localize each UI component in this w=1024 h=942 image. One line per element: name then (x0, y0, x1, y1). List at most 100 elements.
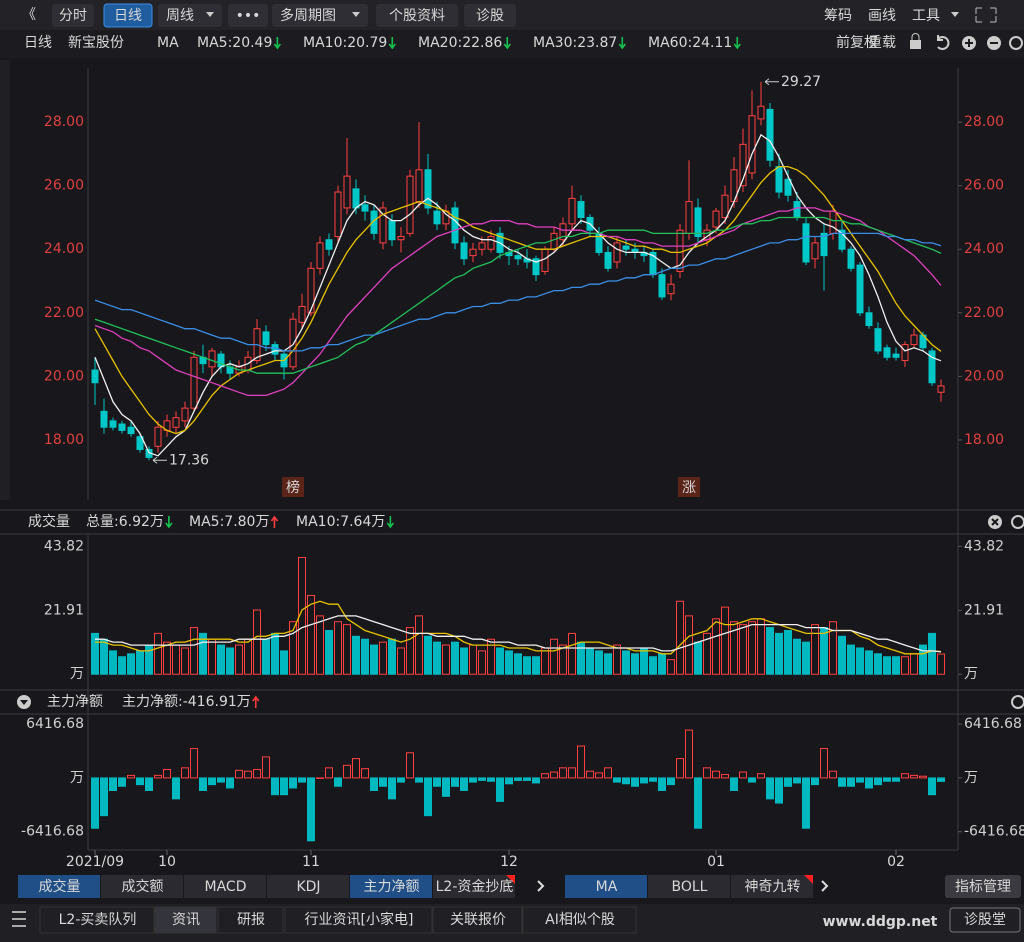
back-button[interactable]: 《 (22, 7, 36, 23)
bar (649, 777, 657, 782)
legend-entry: MA5:7.80万 (189, 514, 269, 530)
indicator-line (95, 615, 942, 653)
bar (163, 641, 171, 675)
diagnose-button[interactable]: 诊股堂 (964, 912, 1006, 928)
bar (415, 777, 423, 783)
menu-icon[interactable] (12, 911, 26, 927)
manage-button[interactable]: 指标管理 (955, 879, 1011, 895)
info-tab[interactable]: 关联报价 (450, 912, 506, 928)
bar (577, 641, 585, 675)
indicator-tab-bg (101, 875, 183, 898)
bar (433, 641, 441, 675)
close-icon[interactable] (1011, 695, 1024, 709)
settings-icon[interactable] (1011, 515, 1024, 529)
legend-entry: 总量:6.92万 (86, 514, 164, 530)
indicator-tab-bg (648, 875, 730, 898)
toolbar-tab[interactable]: 周线 (166, 8, 194, 24)
bar (757, 773, 765, 779)
bar (928, 777, 936, 796)
adjust-button[interactable]: 重载 (868, 35, 896, 51)
x-tick-label: 01 (707, 854, 725, 870)
close-icon (991, 518, 999, 526)
y-tick-label: 万 (70, 770, 84, 786)
lock-icon[interactable] (910, 40, 921, 49)
more-arrow[interactable] (537, 880, 545, 892)
indicator-tab-bg (184, 875, 266, 898)
toolbar-tool[interactable]: 筹码 (824, 7, 852, 24)
trend-arrow (388, 37, 396, 50)
indicator-tab[interactable]: MACD (205, 879, 247, 895)
bar (181, 647, 189, 675)
indicator-tab[interactable]: KDJ (296, 879, 320, 895)
toolbar-tab[interactable]: 多周期图 (280, 7, 336, 24)
candle-body (118, 423, 126, 431)
candle-body (937, 385, 945, 393)
indicator-tab[interactable]: MA (596, 879, 618, 895)
toolbar-tab[interactable]: 诊股 (476, 8, 504, 24)
day-mark-bg (678, 477, 700, 497)
info-tab-bg (522, 906, 637, 934)
more-arrow[interactable] (821, 880, 829, 892)
toolbar-tool[interactable]: 工具 (912, 8, 940, 24)
bar (838, 635, 846, 675)
bar (262, 756, 270, 779)
bar (289, 777, 297, 789)
bar (712, 618, 720, 675)
settings-icon[interactable] (1009, 36, 1023, 50)
bar (856, 647, 864, 675)
undo-icon[interactable] (937, 35, 950, 50)
bar (226, 647, 234, 675)
bar (514, 777, 522, 781)
watermark: www.ddgp.net (823, 914, 938, 930)
y-tick-label: 18.00 (44, 432, 84, 448)
candle-body (388, 220, 396, 241)
info-tab[interactable]: 研报 (237, 912, 265, 928)
y-tick-label: 21.91 (44, 602, 84, 618)
bar (802, 641, 810, 675)
indicator-tab[interactable]: 主力净额 (364, 879, 420, 895)
bar (406, 627, 414, 675)
y-tick-label: 26.00 (964, 178, 1004, 194)
bar (136, 777, 144, 786)
candle-body (433, 210, 441, 225)
indicator-tab[interactable]: 成交量 (39, 878, 81, 895)
bar (343, 764, 351, 779)
candle-body (514, 255, 522, 260)
toolbar-tab[interactable]: 个股资料 (389, 8, 445, 24)
fullscreen-icon[interactable] (975, 7, 997, 23)
bar (658, 777, 666, 791)
indicator-tab[interactable]: L2-资金抄底 (436, 879, 514, 895)
toolbar-tool[interactable]: 画线 (868, 8, 896, 24)
panel-title: 成交量 (28, 513, 70, 530)
bar (451, 777, 459, 787)
trend-arrow (252, 695, 260, 708)
min-label: 17.36 (169, 452, 209, 468)
bar (118, 777, 126, 787)
indicator-tab[interactable]: 成交额 (122, 878, 164, 895)
indicator-tab[interactable]: BOLL (672, 879, 708, 895)
toolbar-tab[interactable]: 分时 (59, 8, 87, 24)
trend-arrow (618, 37, 626, 50)
trend-arrow (733, 37, 741, 50)
info-tab[interactable]: L2-买卖队列 (59, 912, 137, 928)
bar (91, 632, 99, 675)
dropdown-arrow (951, 12, 959, 17)
bar (172, 777, 180, 800)
candle-body (721, 194, 729, 218)
bar (532, 777, 540, 784)
bar (631, 653, 639, 675)
indicator-tab[interactable]: 神奇九转 (745, 878, 801, 895)
toolbar-tab[interactable]: 日线 (114, 8, 142, 24)
info-tab[interactable]: 资讯 (172, 912, 200, 928)
info-tab[interactable]: AI相似个股 (545, 912, 615, 928)
info-tab[interactable]: 行业资讯[小家电] (305, 911, 414, 928)
candle-body (784, 178, 792, 196)
bar (460, 647, 468, 675)
candle-body (424, 169, 432, 209)
toolbar-tab[interactable]: ••• (236, 8, 261, 24)
adjust-button[interactable]: 前复权 (836, 34, 878, 51)
bar (100, 638, 108, 675)
candle-body (361, 204, 369, 212)
bar (397, 647, 405, 675)
bar (910, 653, 918, 675)
